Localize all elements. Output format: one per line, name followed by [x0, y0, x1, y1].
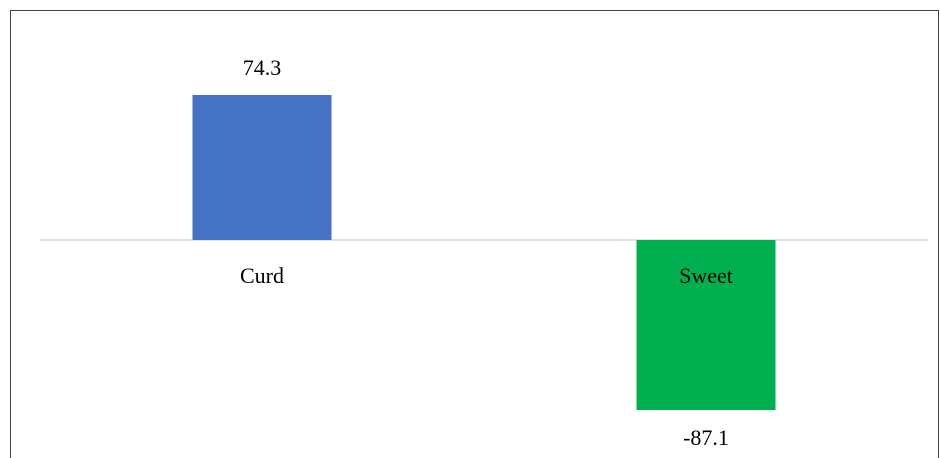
category-label: Sweet [679, 263, 733, 288]
bar [636, 240, 776, 411]
bar [192, 94, 332, 240]
category-label: Curd [240, 263, 284, 288]
value-label: 74.3 [243, 55, 282, 80]
value-label: -87.1 [683, 425, 729, 450]
chart-frame [10, 10, 939, 458]
